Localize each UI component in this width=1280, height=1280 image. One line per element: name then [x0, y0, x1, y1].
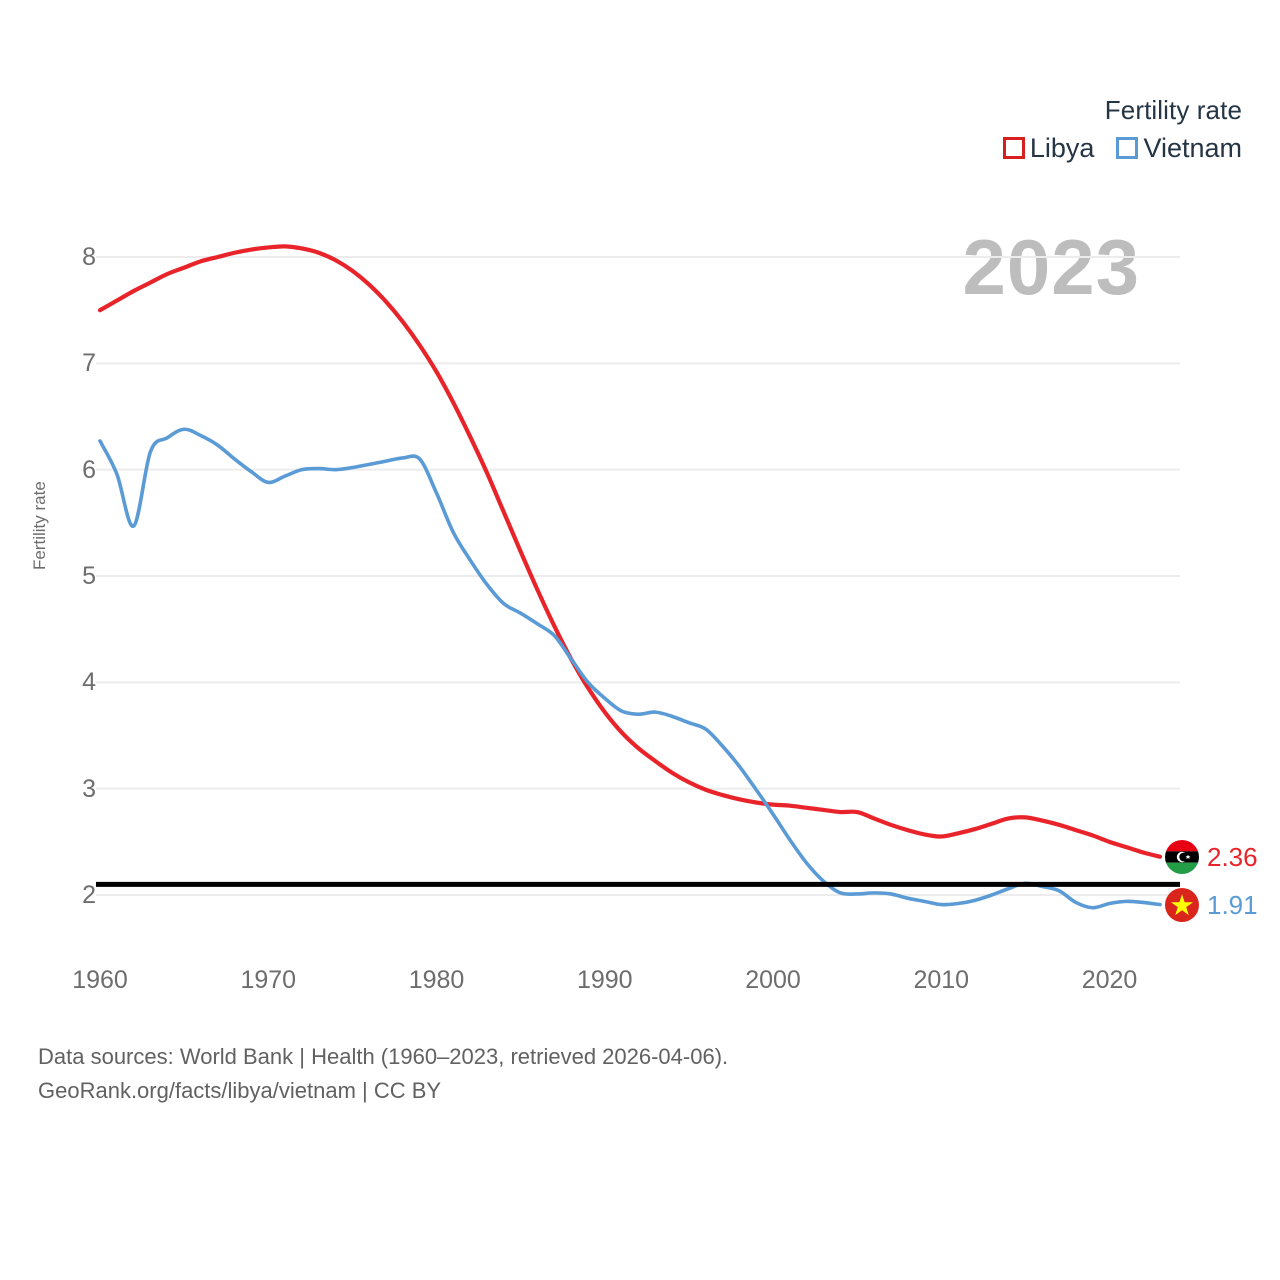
y-tick-label: 3 [82, 774, 96, 803]
chart-legend: Fertility rate Libya Vietnam [1002, 95, 1242, 163]
series-lines [97, 244, 1163, 910]
series-line-libya [97, 244, 1163, 859]
square-outline-icon [1002, 137, 1025, 160]
x-tick-label: 1980 [408, 966, 465, 994]
legend-item-vietnam[interactable]: Vietnam [1116, 132, 1242, 163]
legend-item-libya[interactable]: Libya [1002, 132, 1095, 163]
end-value-libya: 2.36 [1207, 841, 1258, 872]
x-tick-label: 2020 [1081, 966, 1138, 994]
flag-vietnam-icon [1165, 887, 1199, 922]
footer-line-attribution: GeoRank.org/facts/libya/vietnam | CC BY [38, 1078, 442, 1104]
x-tick-label: 2010 [913, 966, 970, 994]
x-tick-label: 1970 [240, 966, 297, 994]
flag-libya-icon [1165, 839, 1199, 874]
footer-line-sources: Data sources: World Bank | Health (1960–… [38, 1044, 729, 1069]
legend-label-vietnam: Vietnam [1143, 132, 1242, 163]
y-tick-label: 8 [82, 243, 96, 271]
legend-items: Libya Vietnam [1002, 132, 1242, 163]
end-label-vietnam: 1.91 [1165, 887, 1258, 922]
x-tick-label: 1960 [72, 966, 128, 994]
series-line-vietnam [98, 427, 1162, 910]
legend-label-libya: Libya [1029, 132, 1095, 163]
x-tick-label: 2000 [745, 966, 801, 994]
gridlines [96, 256, 1180, 896]
y-tick-label: 6 [82, 455, 96, 484]
chart-footer: Data sources: World Bank | Health (1960–… [38, 1040, 728, 1108]
y-tick-label: 5 [82, 562, 96, 590]
y-tick-label: 4 [82, 668, 96, 697]
end-value-vietnam: 1.91 [1207, 889, 1258, 920]
x-tick-label: 1990 [576, 966, 633, 994]
y-tick-label: 7 [82, 349, 96, 378]
legend-title: Fertility rate [1104, 95, 1242, 125]
y-tick-label: 2 [82, 881, 96, 909]
square-outline-icon [1116, 137, 1139, 160]
y-axis-ticks: 2 3 4 5 6 7 8 [46, 0, 96, 1280]
end-label-libya: 2.36 [1165, 839, 1258, 874]
x-axis-ticks: 1960 1970 1980 1990 2000 2010 2020 [0, 968, 1280, 1008]
